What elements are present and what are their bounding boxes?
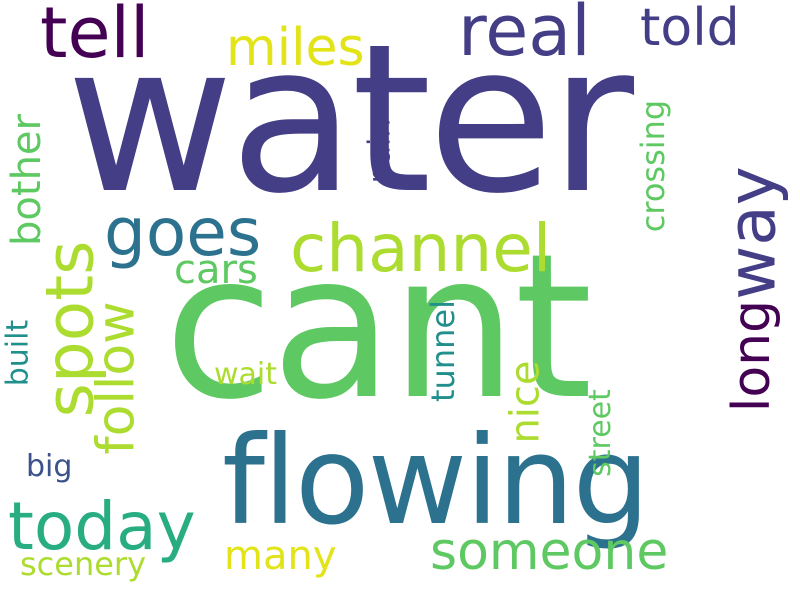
word-way: way xyxy=(713,166,791,300)
word-tell: tell xyxy=(40,0,150,74)
word-bother: bother xyxy=(3,114,50,246)
word-real: real xyxy=(458,0,591,72)
word-cant: cant xyxy=(164,211,593,444)
word-big: big xyxy=(26,449,73,484)
word-cars: cars xyxy=(174,247,258,293)
word-today: today xyxy=(8,488,196,565)
word-nice: nice xyxy=(502,360,549,444)
word-goes: goes xyxy=(104,194,262,271)
word-crossing: crossing xyxy=(634,99,673,233)
word-street: street xyxy=(582,389,618,477)
word-miles: miles xyxy=(226,18,365,78)
word-scenery: scenery xyxy=(20,545,147,583)
word-pain: pain xyxy=(362,118,398,184)
word-flowing: flowing xyxy=(222,410,650,552)
word-channel: channel xyxy=(290,210,552,287)
word-told: told xyxy=(640,0,740,58)
word-follow: follow xyxy=(86,301,147,455)
word-wait: wait xyxy=(214,357,278,392)
word-built: built xyxy=(0,319,36,387)
word-many: many xyxy=(224,533,337,579)
word-tunnel: tunnel xyxy=(423,300,462,402)
word-someone: someone xyxy=(430,522,669,582)
word-water: water xyxy=(66,1,634,239)
word-long: long xyxy=(722,299,783,413)
